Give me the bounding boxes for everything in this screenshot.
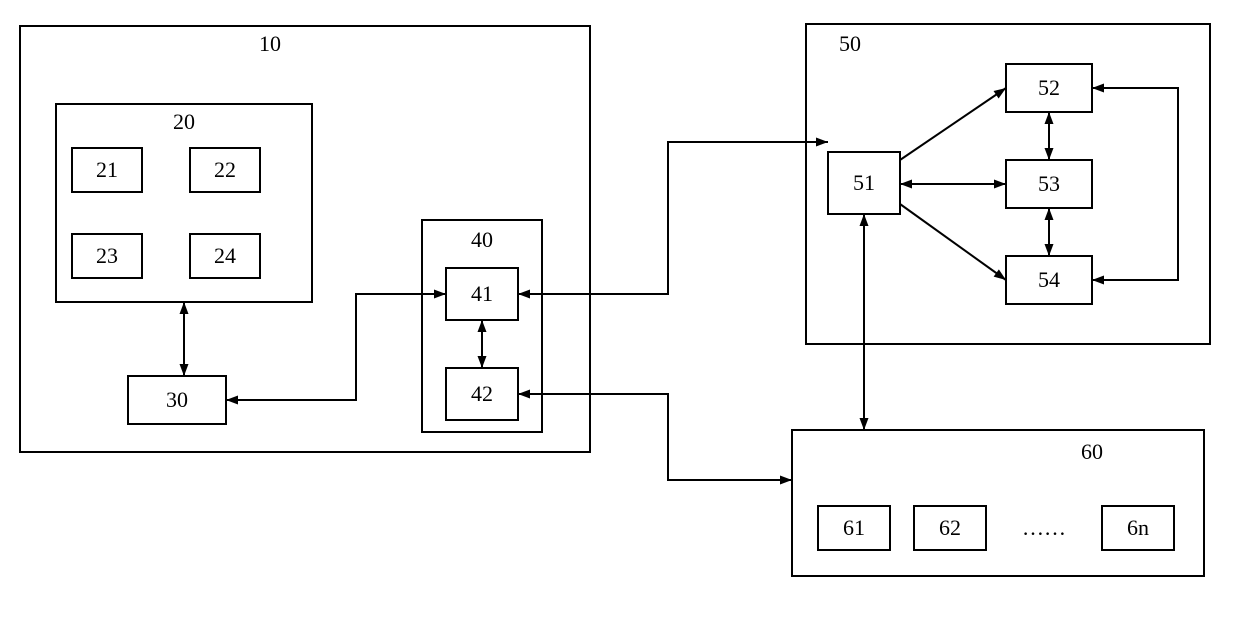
label-b24: 24 [214, 243, 236, 268]
label-b62: 62 [939, 515, 961, 540]
label-b23: 23 [96, 243, 118, 268]
label-b53: 53 [1038, 171, 1060, 196]
label-b50: 50 [839, 31, 861, 56]
label-b41: 41 [471, 281, 493, 306]
label-b20: 20 [173, 109, 195, 134]
diagram-canvas: 10 20 21 22 23 24 30 40 41 42 50 51 52 53 54 60 61 62 …… 6n [0, 0, 1239, 619]
label-b30: 30 [166, 387, 188, 412]
label-b60: 60 [1081, 439, 1103, 464]
node-b60 [792, 430, 1204, 576]
label-b10: 10 [259, 31, 281, 56]
label-bdots: …… [1022, 515, 1066, 540]
label-b54: 54 [1038, 267, 1060, 292]
label-b40: 40 [471, 227, 493, 252]
label-b52: 52 [1038, 75, 1060, 100]
label-b6n: 6n [1127, 515, 1149, 540]
label-b51: 51 [853, 170, 875, 195]
label-b42: 42 [471, 381, 493, 406]
label-b21: 21 [96, 157, 118, 182]
label-b22: 22 [214, 157, 236, 182]
label-b61: 61 [843, 515, 865, 540]
